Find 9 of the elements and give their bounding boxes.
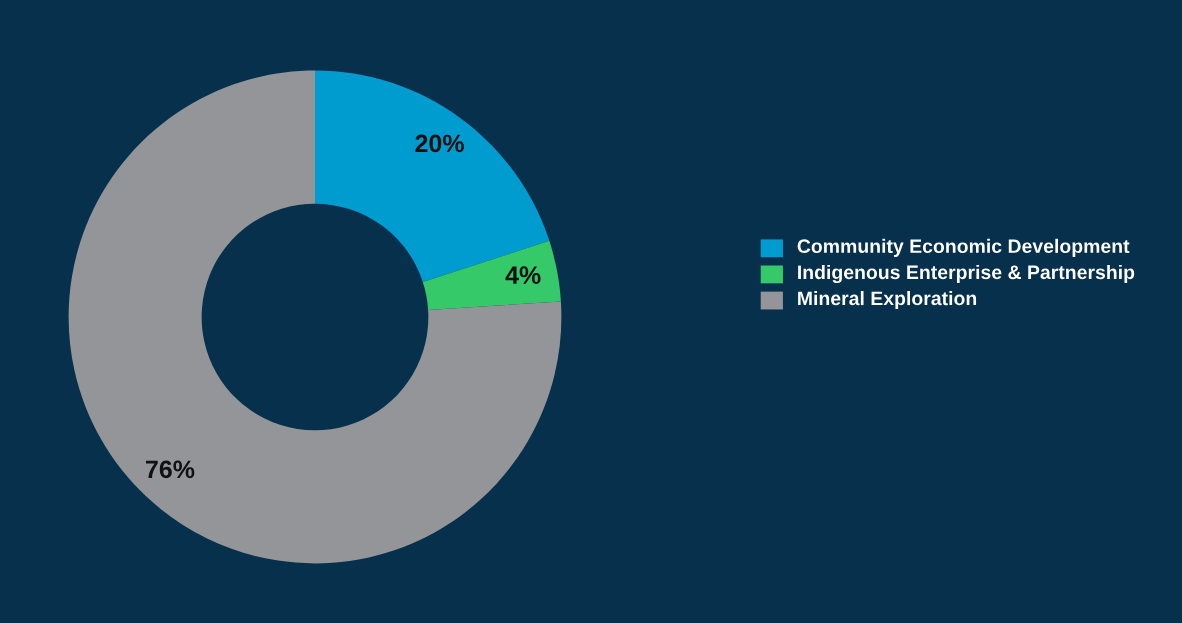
data-label: 20% <box>415 134 464 153</box>
donut-slice <box>422 240 561 310</box>
donut-slice <box>315 70 550 282</box>
legend-label: Community Economic Development <box>797 238 1130 257</box>
data-label: 4% <box>505 266 541 284</box>
legend-label: Mineral Exploration <box>798 290 977 310</box>
donut-slice <box>68 70 562 564</box>
legend-label: Indigenous Enterprise & Partnership <box>798 264 1135 284</box>
data-label: 76% <box>146 460 195 479</box>
